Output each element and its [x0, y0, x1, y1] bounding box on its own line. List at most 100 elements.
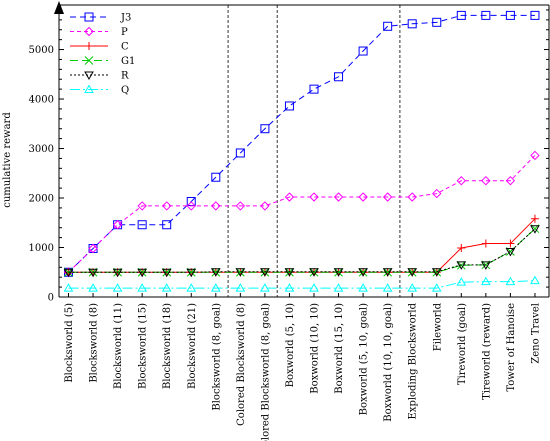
data-point: [358, 268, 368, 277]
x-tick-label: Boxworld (5, 10): [285, 303, 296, 387]
legend-label: Q: [121, 85, 129, 96]
data-point: [407, 192, 417, 202]
data-point: [235, 267, 245, 277]
data-point: [333, 283, 344, 292]
data-point: [284, 101, 294, 111]
plot-frame: [54, 1, 550, 298]
data-point: [383, 21, 393, 31]
data-point: [505, 247, 516, 257]
x-tick-label: Boxworld (5, 10, goal): [359, 303, 370, 415]
data-point: [334, 267, 343, 277]
data-point: [481, 239, 490, 248]
legend-label: G1: [121, 56, 135, 67]
data-point: [161, 268, 172, 278]
data-point: [162, 220, 172, 230]
data-point: [137, 201, 147, 211]
series-line: [68, 155, 536, 273]
x-tick-label: Blocksworld (18): [162, 303, 173, 389]
data-point: [456, 261, 467, 270]
data-point: [137, 283, 148, 292]
legend-label: R: [121, 71, 129, 82]
series-p: [63, 150, 540, 277]
data-point: [407, 268, 418, 277]
data-point: [112, 283, 123, 292]
data-point: [88, 283, 98, 292]
data-point: [235, 201, 246, 211]
x-tick-label: Fileworld: [432, 302, 443, 351]
data-point: [530, 10, 540, 20]
data-point: [284, 283, 295, 292]
y-axis-label: cumulative reward: [2, 112, 13, 208]
data-point: [505, 175, 516, 186]
data-point: [63, 283, 74, 292]
data-point: [382, 192, 393, 202]
legend-entry: Q: [70, 84, 129, 96]
data-point: [84, 84, 94, 93]
data-point: [260, 283, 270, 292]
y-axis: 0 1000 2000 3000 4000 5000: [29, 9, 549, 304]
legend-label: C: [121, 42, 129, 53]
data-point: [63, 268, 74, 278]
data-point: [112, 268, 123, 278]
data-point: [84, 56, 94, 65]
legend-entry: G1: [70, 56, 135, 67]
x-tick-label: Blocksworld (8, goal): [211, 303, 222, 411]
data-point: [84, 26, 94, 37]
data-point: [210, 283, 221, 292]
data-point: [480, 261, 491, 270]
data-point: [161, 201, 172, 211]
data-point: [334, 72, 344, 82]
data-point: [186, 268, 197, 278]
legend-entry: P: [70, 26, 128, 38]
data-point: [506, 239, 515, 248]
data-point: [235, 148, 245, 158]
y-tick-label: 2000: [29, 194, 54, 205]
y-tick-label: 3000: [29, 144, 54, 155]
data-point: [88, 268, 98, 278]
x-tick-label: Blocksworld (11): [113, 303, 124, 389]
legend-label: J3: [120, 13, 131, 24]
x-tick-label: Blocksworld (5): [64, 303, 75, 383]
y-axis-arrow: [54, 1, 64, 14]
x-tick-label: Tireworld (goal): [457, 303, 468, 385]
y-tick-label: 4000: [29, 95, 54, 106]
series-c: [64, 214, 539, 277]
data-point: [84, 71, 94, 81]
x-tick-label: Colored Blocksworld (8, goal): [260, 303, 271, 441]
data-point: [84, 12, 94, 22]
data-point: [407, 267, 417, 277]
x-tick-label: Colored Blocksworld (8): [236, 303, 247, 426]
legend-entry: C: [70, 42, 129, 53]
data-point: [407, 283, 418, 292]
data-point: [382, 268, 393, 277]
data-point: [137, 220, 147, 230]
data-point: [211, 201, 221, 211]
data-point: [481, 10, 491, 20]
data-point: [358, 267, 368, 277]
data-point: [480, 276, 491, 286]
data-point: [211, 267, 221, 277]
data-point: [186, 283, 197, 292]
data-point: [260, 268, 270, 277]
data-point: [112, 220, 123, 230]
x-axis: Blocksworld (5) Blocksworld (8) Blocksworl…: [64, 293, 541, 441]
legend: J3 PC G1 RQ: [70, 12, 135, 96]
data-point: [432, 17, 442, 27]
y-tick-label: 5000: [29, 45, 54, 56]
data-point: [456, 175, 467, 186]
data-point: [481, 175, 491, 186]
data-point: [137, 268, 148, 278]
data-point: [210, 268, 221, 277]
data-point: [211, 172, 221, 182]
legend-label: P: [121, 27, 128, 38]
data-point: [333, 268, 344, 277]
y-tick-label: 1000: [29, 243, 54, 254]
x-tick-label: Blocksworld (8): [89, 303, 100, 383]
data-point: [309, 283, 319, 292]
data-point: [457, 244, 466, 253]
data-point: [186, 201, 196, 211]
data-point: [88, 243, 98, 254]
y-tick-label: 0: [48, 293, 54, 304]
data-point: [161, 283, 172, 292]
